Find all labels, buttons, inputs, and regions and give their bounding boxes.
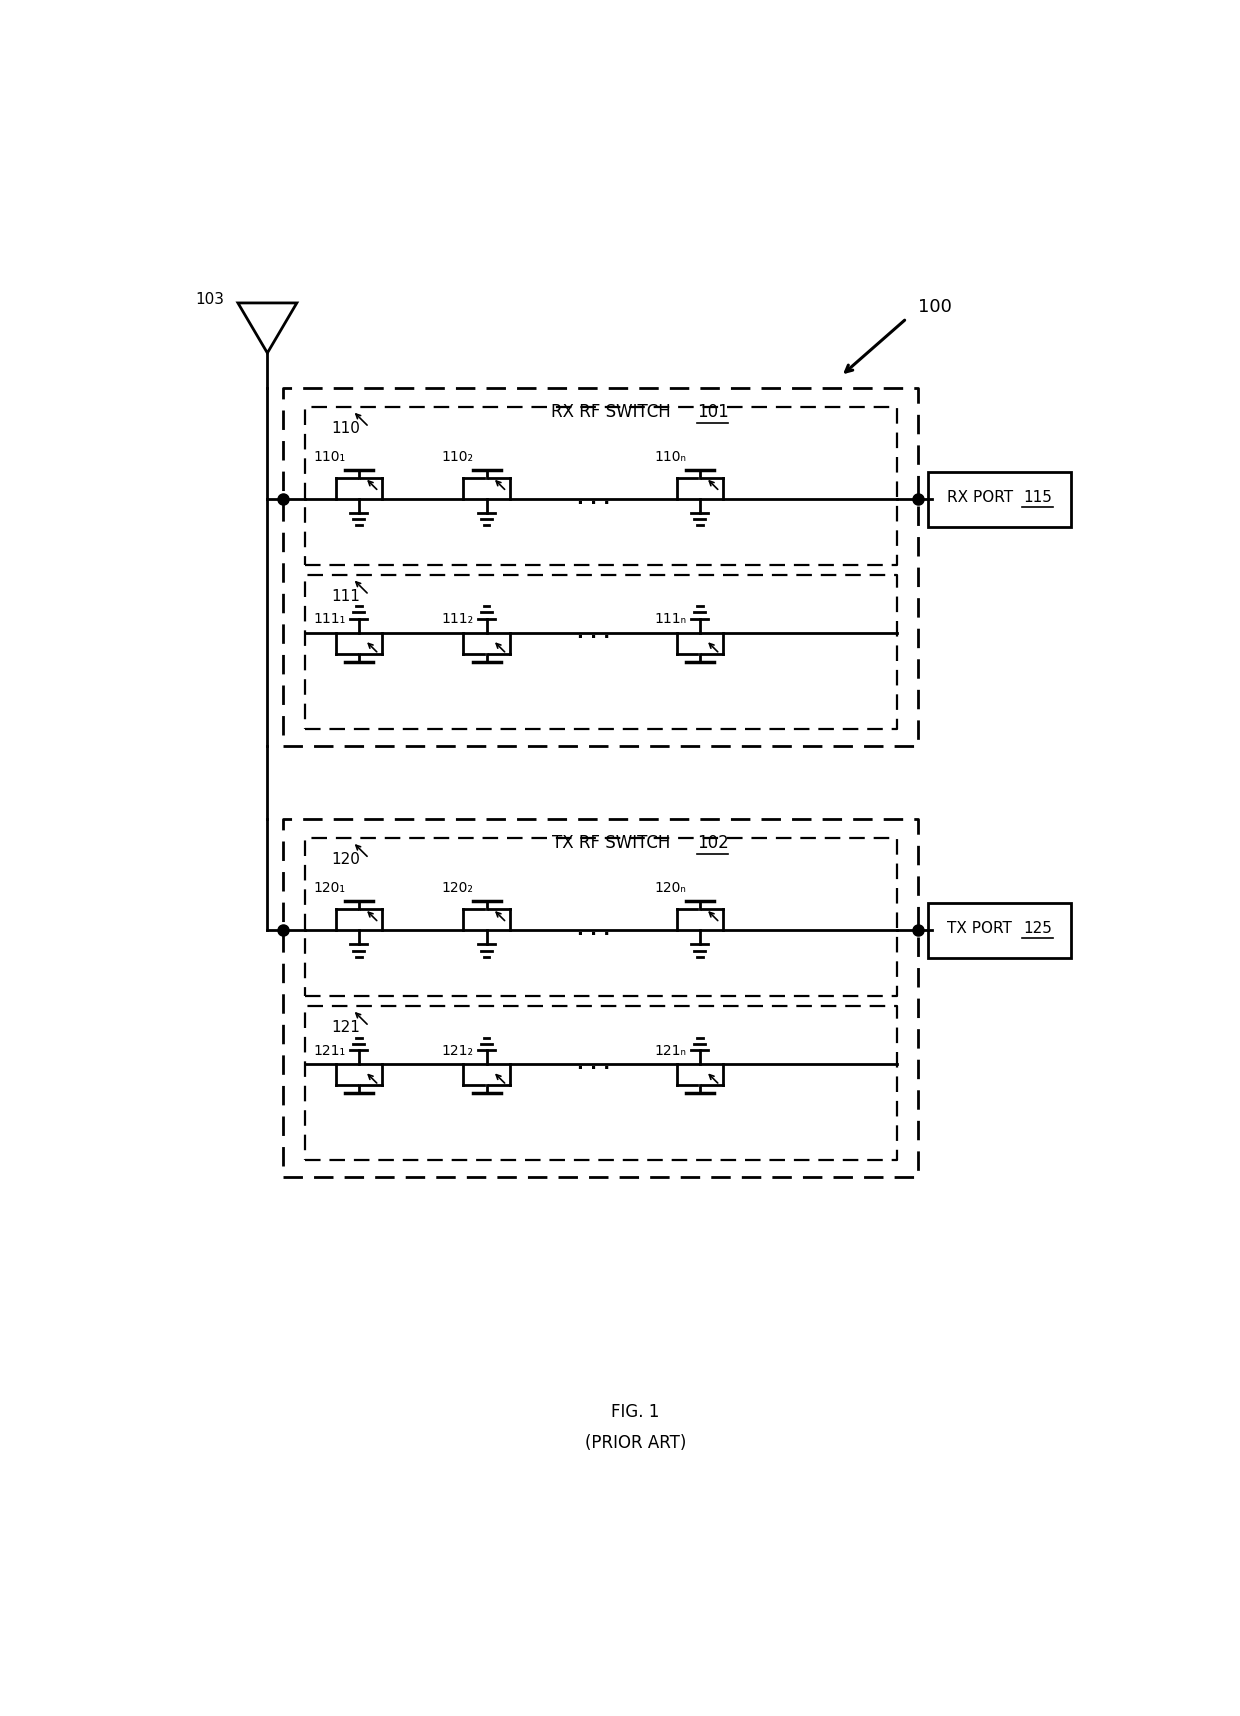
Text: TX PORT: TX PORT [947,921,1017,937]
Text: 115: 115 [1023,491,1053,505]
Bar [928,903,1071,958]
Text: 110ₙ: 110ₙ [655,450,687,463]
Text: . . .: . . . [577,623,610,642]
Text: 110₁: 110₁ [314,450,346,463]
Text: 121₁: 121₁ [314,1043,346,1057]
Text: 102: 102 [697,834,728,853]
Text: 120: 120 [332,853,361,867]
Text: RX PORT: RX PORT [946,491,1018,505]
Text: 111₂: 111₂ [441,613,474,626]
Text: 101: 101 [697,403,728,422]
Text: . . .: . . . [577,1055,610,1072]
Text: . . .: . . . [577,491,610,508]
Text: 120₁: 120₁ [314,880,346,896]
Text: 111₁: 111₁ [314,613,346,626]
Text: 100: 100 [919,299,952,316]
Text: 120ₙ: 120ₙ [655,880,686,896]
Text: 111ₙ: 111ₙ [655,613,687,626]
Text: 121ₙ: 121ₙ [655,1043,687,1057]
Text: (PRIOR ART): (PRIOR ART) [585,1433,686,1452]
Text: TX RF SWITCH: TX RF SWITCH [552,834,675,853]
Text: 125: 125 [1023,921,1053,937]
Text: RX RF SWITCH: RX RF SWITCH [551,403,676,422]
Text: 121₂: 121₂ [441,1043,474,1057]
Text: 121: 121 [332,1019,361,1035]
Text: 103: 103 [196,292,224,307]
Text: 120₂: 120₂ [441,880,474,896]
Text: 110₂: 110₂ [441,450,474,463]
Text: FIG. 1: FIG. 1 [611,1402,660,1421]
Polygon shape [238,304,296,353]
Text: 110: 110 [332,420,361,436]
Text: 111: 111 [332,589,361,604]
Text: . . .: . . . [577,921,610,939]
Bar [928,472,1071,527]
